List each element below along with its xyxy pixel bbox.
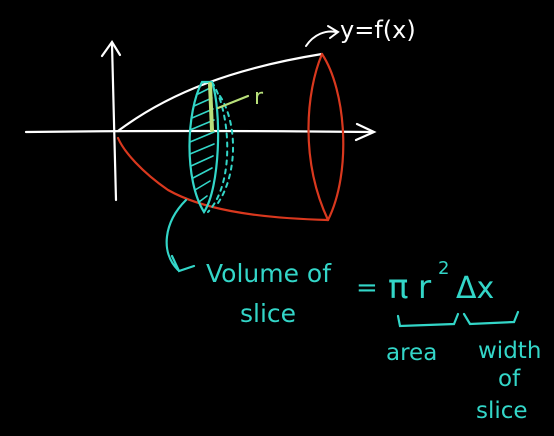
x-axis [24,129,374,134]
slice-back-edge [207,81,229,213]
radius-leader [216,94,250,110]
function-label-arrow [305,25,340,47]
radius-symbol: r [418,268,432,306]
pi-symbol: π [388,267,408,307]
width-brace [462,310,520,326]
width-label-line2: of [498,366,521,392]
volume-label-line1: Volume of [206,259,332,288]
width-label-line1: width [478,338,541,364]
radius-marker [208,82,250,132]
function-curve [116,52,324,133]
area-brace [396,312,460,328]
function-label: y=f(x) [340,16,416,44]
delta-x: Δx [456,271,494,306]
x-axis-arrowhead [354,122,377,142]
underbraces [396,310,520,328]
equals-sign: = [356,273,378,303]
axes [24,40,377,202]
slice-outline [188,80,220,215]
width-label-line3: slice [476,398,528,424]
radius-label: r [254,85,264,110]
volume-formula: Volume of slice = π r 2 Δx [206,258,494,328]
reflected-curve [116,136,330,222]
area-label: area [386,340,437,366]
end-disk-back [320,52,345,222]
end-disk-front [307,52,330,222]
brace-labels: area width of slice [386,338,541,424]
radius-line [208,82,214,132]
exponent-two: 2 [438,258,449,279]
solid-outline [116,52,345,222]
y-axis [110,42,118,202]
y-axis-arrowhead [100,40,122,58]
slice-hatching [189,87,215,203]
annotation-arrow [165,198,196,273]
volume-label-line2: slice [240,299,296,328]
